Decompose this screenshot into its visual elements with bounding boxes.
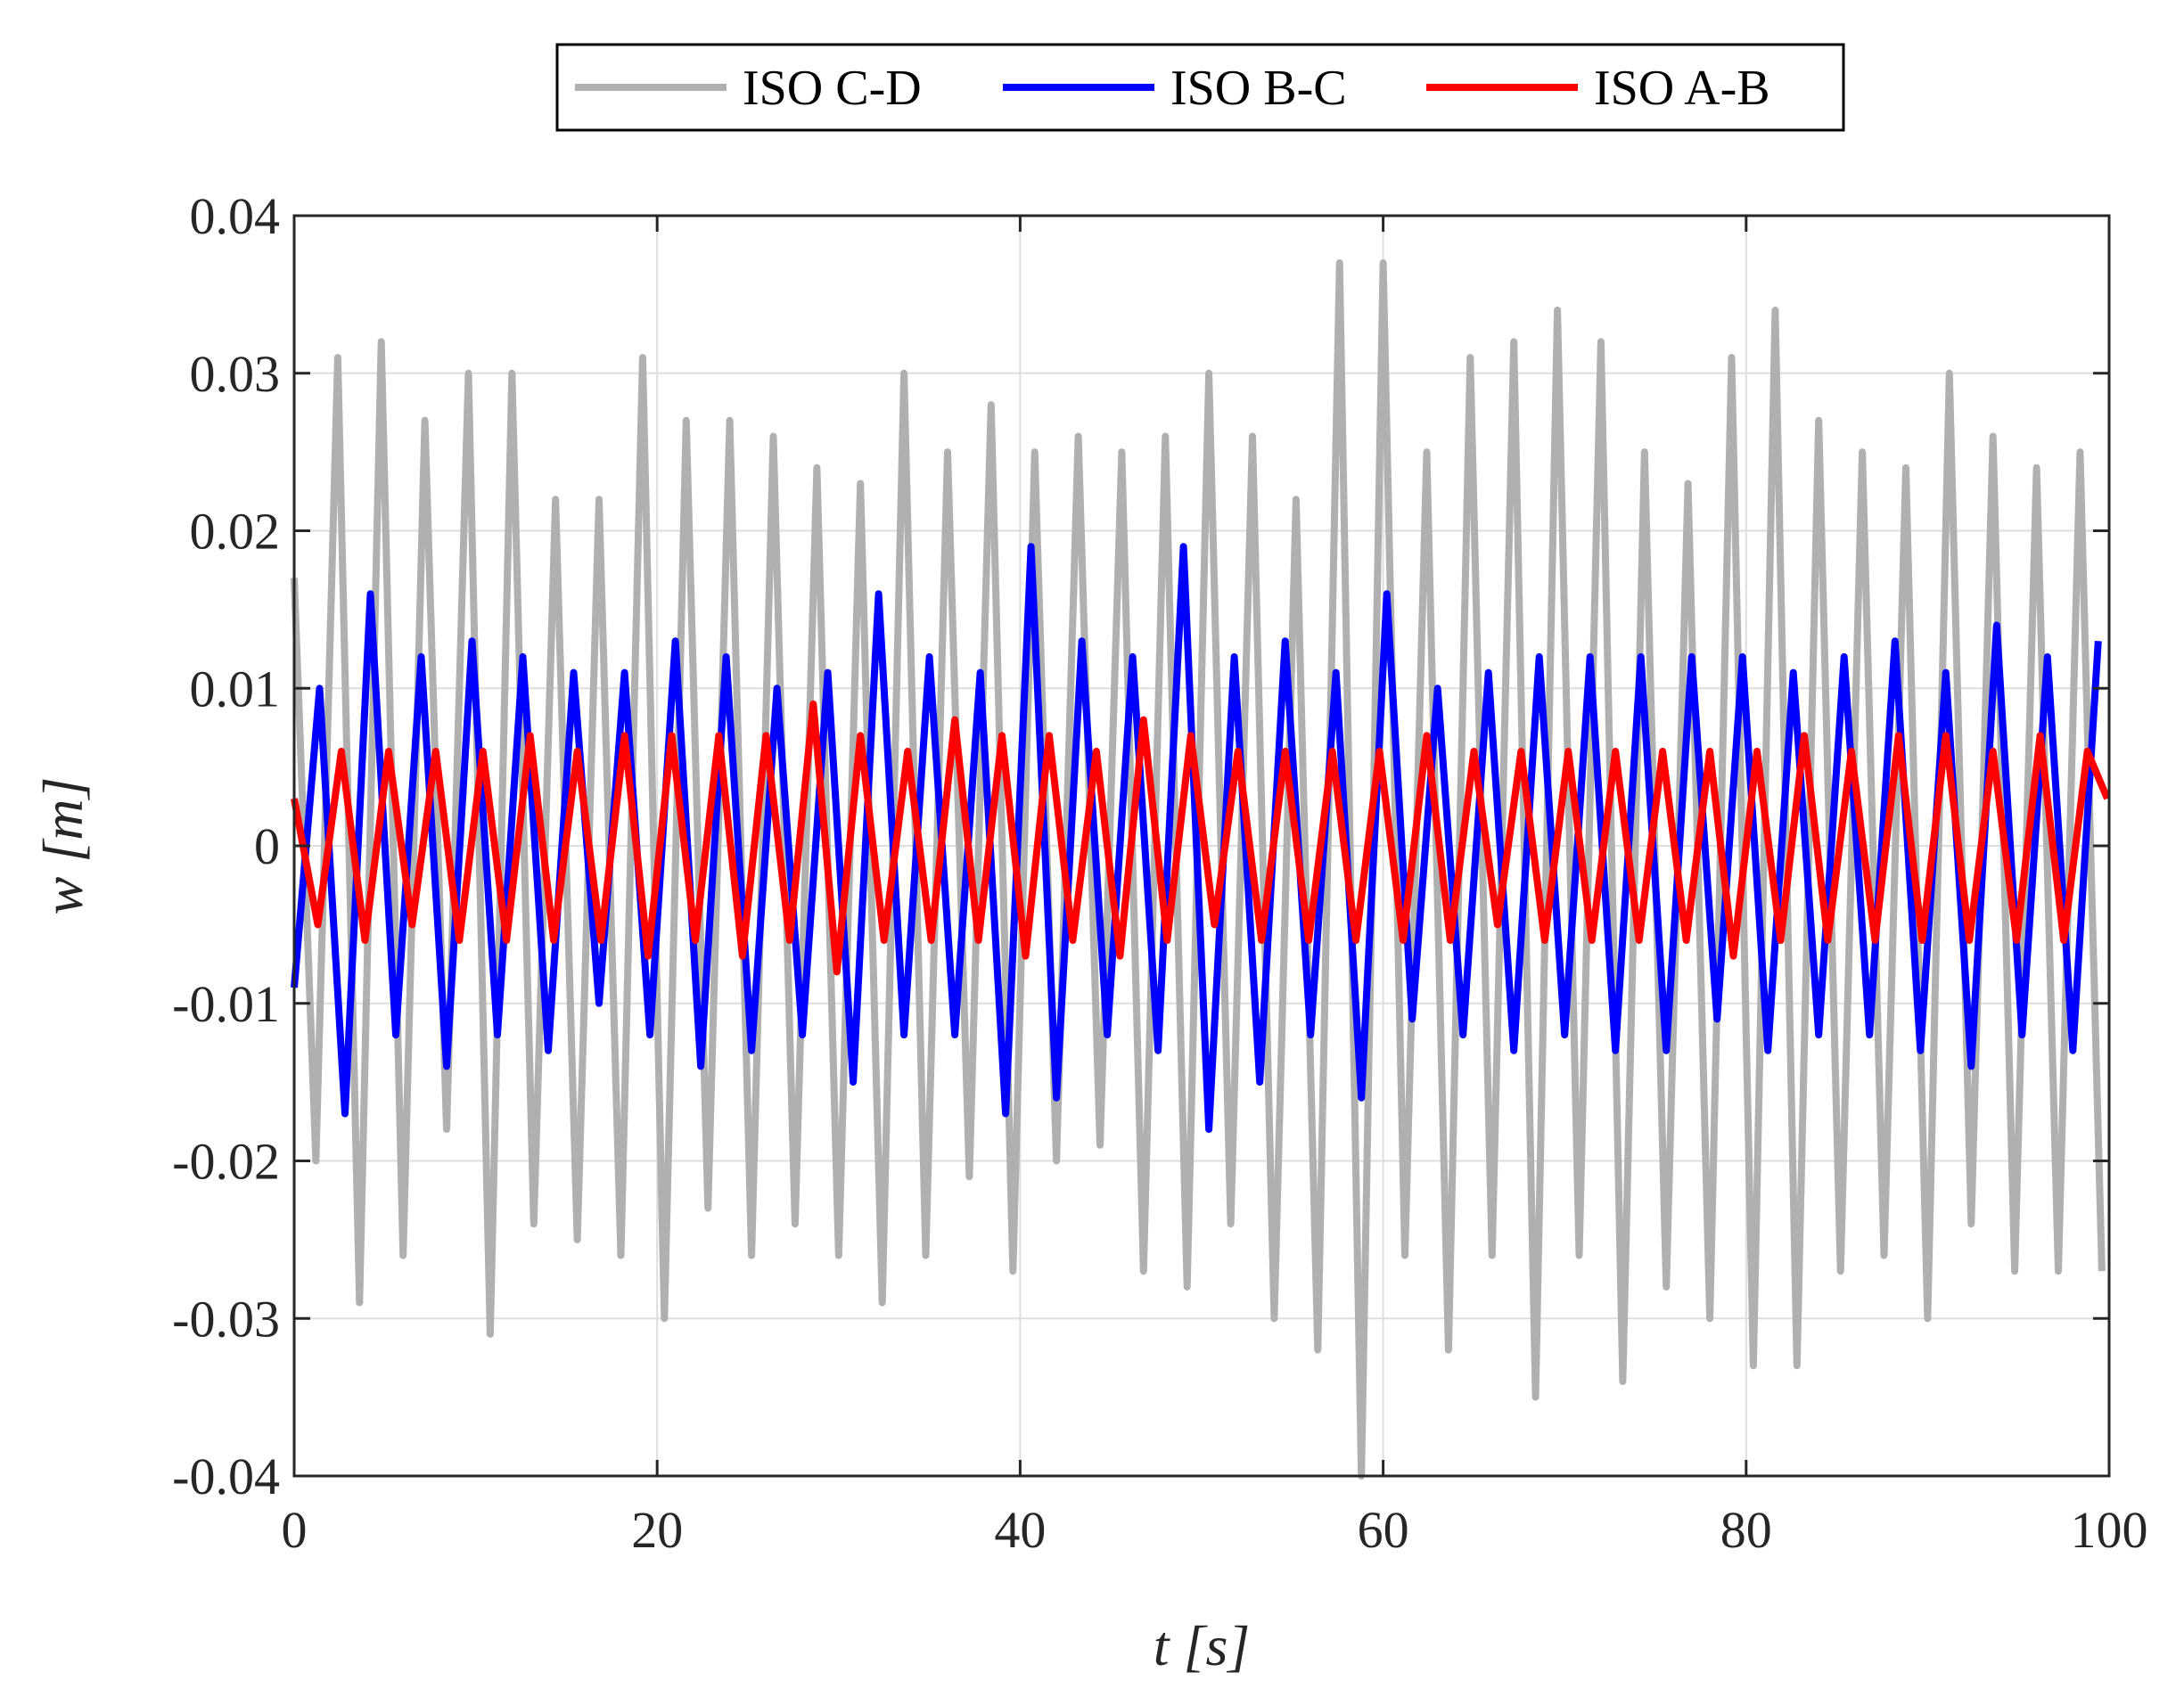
x-tick-labels: 0 20 40 60 80 100 — [282, 1501, 2148, 1559]
y-tick-label: 0.04 — [190, 187, 281, 245]
y-tick-label: -0.04 — [172, 1447, 280, 1505]
x-tick-label: 80 — [1720, 1501, 1772, 1559]
y-tick-label: -0.02 — [172, 1133, 280, 1191]
x-tick-label: 20 — [631, 1501, 683, 1559]
legend-label: ISO B-C — [1170, 61, 1347, 116]
legend-label: ISO A-B — [1594, 61, 1770, 116]
legend: ISO C-D ISO B-C ISO A-B — [555, 43, 1845, 132]
y-tick-label: -0.01 — [172, 975, 280, 1033]
y-tick-label: 0 — [254, 817, 280, 875]
x-tick-label: 60 — [1358, 1501, 1409, 1559]
x-tick-label: 0 — [282, 1501, 308, 1559]
ticks — [292, 214, 2111, 1478]
legend-box — [555, 43, 1845, 132]
y-axis-label: w [m] — [31, 777, 94, 915]
y-tick-labels: -0.04 -0.03 -0.02 -0.01 0 0.01 0.02 0.03 0.04 — [172, 187, 280, 1505]
y-tick-label: 0.01 — [190, 660, 281, 717]
series-line-iso-a-b — [291, 700, 2111, 976]
series-layer — [291, 259, 2111, 1480]
series-line-iso-b-c — [291, 543, 2102, 1134]
x-tick-label: 40 — [994, 1501, 1046, 1559]
legend-label: ISO C-D — [743, 61, 922, 116]
y-tick-label: -0.03 — [172, 1290, 280, 1348]
x-axis-label: t [s] — [1154, 1614, 1251, 1677]
y-tick-label: 0.02 — [190, 503, 281, 561]
x-tick-label: 100 — [2071, 1501, 2148, 1559]
y-tick-label: 0.03 — [190, 345, 281, 403]
